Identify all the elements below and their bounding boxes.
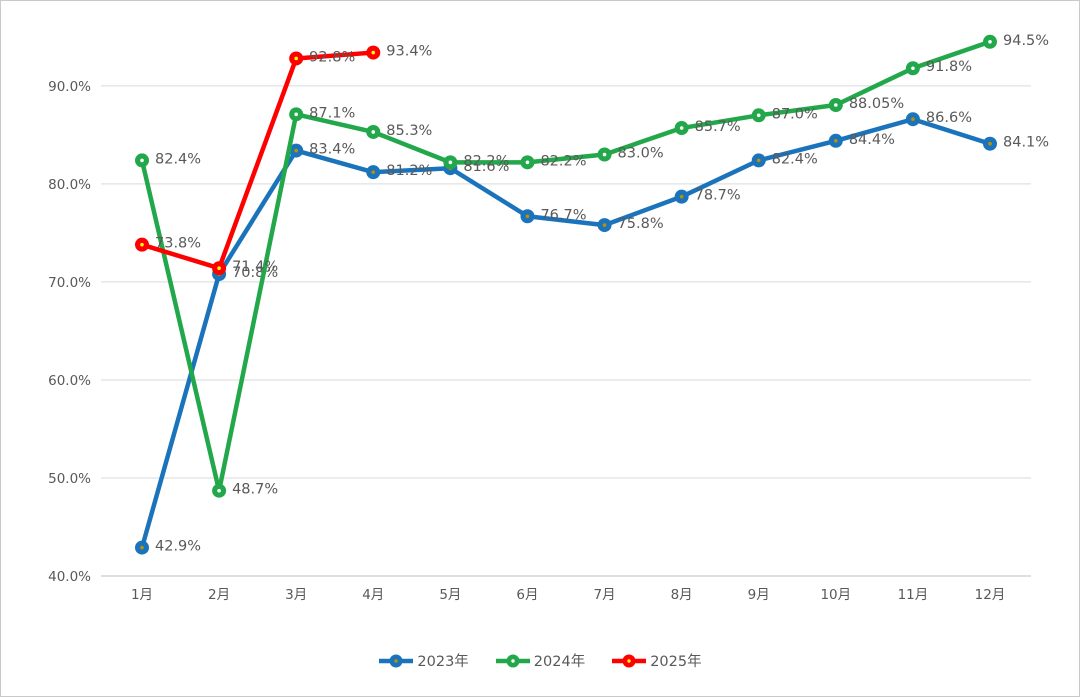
data-point-center xyxy=(756,113,761,118)
data-label: 82.4% xyxy=(155,151,201,167)
data-label: 71.4% xyxy=(232,259,278,275)
data-point-center xyxy=(371,170,376,174)
data-point-center xyxy=(448,160,453,165)
data-label: 83.4% xyxy=(309,142,355,158)
data-label: 42.9% xyxy=(155,539,201,555)
data-label: 87.0% xyxy=(772,106,818,122)
data-point-center xyxy=(371,130,376,134)
data-label: 82.2% xyxy=(540,153,586,169)
series-line xyxy=(139,50,376,271)
data-label: 91.8% xyxy=(926,59,972,75)
data-point-center xyxy=(371,50,376,55)
data-label: 84.4% xyxy=(849,132,895,148)
y-tick-label: 80.0% xyxy=(48,177,91,193)
chart-legend: 2023年 2024年 2025年 xyxy=(1,650,1079,671)
x-tick-label: 10月 xyxy=(820,587,851,603)
legend-marker-icon xyxy=(379,654,414,667)
data-point-center xyxy=(988,141,992,146)
data-point-center xyxy=(140,242,144,247)
data-point-center xyxy=(679,126,684,130)
data-label: 73.8% xyxy=(155,236,201,252)
data-label: 85.3% xyxy=(386,123,432,139)
data-point-center xyxy=(911,117,915,122)
data-label: 81.2% xyxy=(386,163,432,179)
data-label: 82.4% xyxy=(772,151,818,167)
legend-label: 2025年 xyxy=(650,654,702,670)
data-point-center xyxy=(294,56,298,61)
x-tick-label: 11月 xyxy=(898,587,929,603)
data-point-center xyxy=(756,158,761,163)
data-label: 75.8% xyxy=(618,216,664,232)
x-tick-label: 3月 xyxy=(285,587,307,603)
data-point-center xyxy=(294,148,298,153)
x-tick-label: 7月 xyxy=(593,587,615,603)
legend-marker-icon xyxy=(495,654,530,667)
series-line xyxy=(139,39,993,493)
line-chart: 40.0% 50.0% 60.0% 70.0% 80.0% 90.0% 1月 2月 3月 4月 5月… xyxy=(48,33,1049,603)
data-label: 87.1% xyxy=(309,105,355,121)
data-point-center xyxy=(911,66,915,71)
data-label: 86.6% xyxy=(926,110,972,126)
data-point-center xyxy=(140,545,144,550)
data-label: 93.4% xyxy=(386,44,432,60)
legend-item: 2024年 xyxy=(495,650,585,671)
x-tick-label: 5月 xyxy=(439,587,461,603)
y-tick-label: 60.0% xyxy=(48,373,91,389)
y-tick-label: 40.0% xyxy=(48,569,91,585)
x-tick-label: 12月 xyxy=(975,587,1006,603)
data-point-center xyxy=(602,223,607,227)
legend-item: 2023年 xyxy=(378,650,469,671)
data-point-center xyxy=(834,103,838,107)
legend-item: 2025年 xyxy=(611,650,702,671)
data-label: 76.7% xyxy=(540,207,586,223)
legend-marker-icon xyxy=(612,654,647,667)
data-point-center xyxy=(679,194,684,199)
x-tick-label: 9月 xyxy=(748,587,770,603)
data-point-center xyxy=(834,138,838,143)
x-tick-label: 8月 xyxy=(671,587,693,603)
data-label: 94.5% xyxy=(1003,33,1049,49)
data-label: 48.7% xyxy=(232,482,278,498)
data-point-center xyxy=(988,39,992,44)
legend-label: 2024年 xyxy=(533,654,586,670)
data-label: 82.2% xyxy=(463,153,509,169)
data-label: 83.0% xyxy=(618,146,664,162)
data-label: 92.8% xyxy=(309,49,355,65)
data-point-center xyxy=(525,214,530,219)
x-tick-label: 1月 xyxy=(131,587,153,603)
data-label: 78.7% xyxy=(695,188,741,204)
x-tick-label: 6月 xyxy=(516,587,538,603)
data-point-center xyxy=(217,266,221,271)
legend-label: 2023年 xyxy=(417,654,469,670)
data-label: 85.7% xyxy=(695,119,741,135)
data-point-center xyxy=(294,112,298,117)
y-tick-label: 50.0% xyxy=(48,471,91,487)
x-tick-label: 2月 xyxy=(208,587,230,603)
data-label: 84.1% xyxy=(1003,135,1049,151)
data-point-center xyxy=(602,152,607,157)
y-tick-label: 90.0% xyxy=(48,79,91,95)
data-label: 88.05% xyxy=(849,96,904,112)
data-point-center xyxy=(525,160,530,165)
y-tick-label: 70.0% xyxy=(48,275,91,291)
data-point-center xyxy=(217,488,221,493)
x-tick-label: 4月 xyxy=(362,587,384,603)
data-point-center xyxy=(140,158,144,163)
